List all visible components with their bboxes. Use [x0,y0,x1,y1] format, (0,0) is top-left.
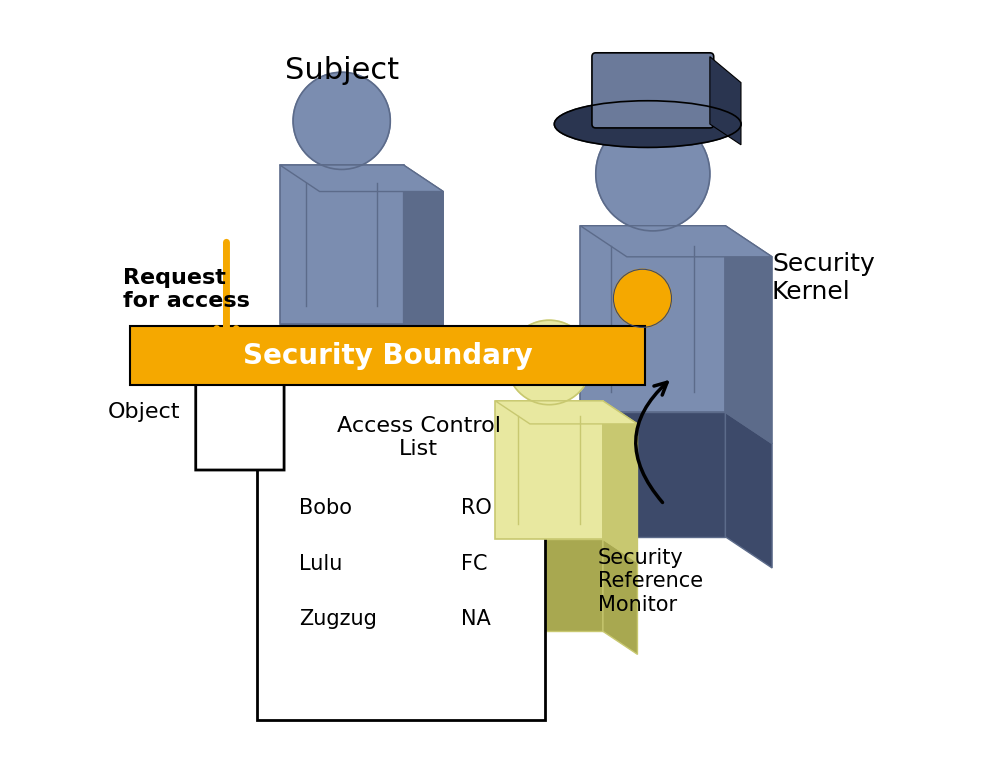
Polygon shape [580,412,725,537]
Text: Security Boundary: Security Boundary [243,342,533,369]
Polygon shape [404,165,443,351]
Polygon shape [264,328,284,347]
Polygon shape [580,226,772,257]
Text: FC: FC [461,554,488,574]
Polygon shape [603,401,637,562]
Polygon shape [603,539,637,655]
FancyBboxPatch shape [592,53,714,128]
Bar [131,325,645,386]
Polygon shape [196,328,284,470]
Polygon shape [725,226,772,443]
Polygon shape [280,165,443,191]
Text: Lulu: Lulu [300,554,343,574]
Polygon shape [495,401,603,539]
Bar [258,374,546,719]
Polygon shape [495,539,603,631]
Text: Bobo: Bobo [300,498,353,518]
Polygon shape [725,412,772,568]
Polygon shape [280,324,404,430]
Text: Security
Reference
Monitor: Security Reference Monitor [598,548,703,614]
Text: Security
Kernel: Security Kernel [772,252,875,304]
Circle shape [613,269,671,328]
Ellipse shape [554,101,741,147]
Text: Subject: Subject [285,56,399,85]
Polygon shape [280,165,404,324]
Text: NA: NA [461,609,491,629]
Polygon shape [495,401,637,424]
Polygon shape [710,56,741,145]
Text: Request
for access: Request for access [123,268,250,311]
Polygon shape [580,226,725,412]
Text: Zugzug: Zugzug [300,609,377,629]
Circle shape [507,320,592,405]
Circle shape [596,117,710,231]
Text: Object: Object [108,402,180,423]
FancyArrowPatch shape [636,382,667,503]
Circle shape [293,72,390,170]
Text: RO: RO [461,498,492,518]
Polygon shape [404,324,443,456]
Text: Access Control
List: Access Control List [336,416,500,460]
